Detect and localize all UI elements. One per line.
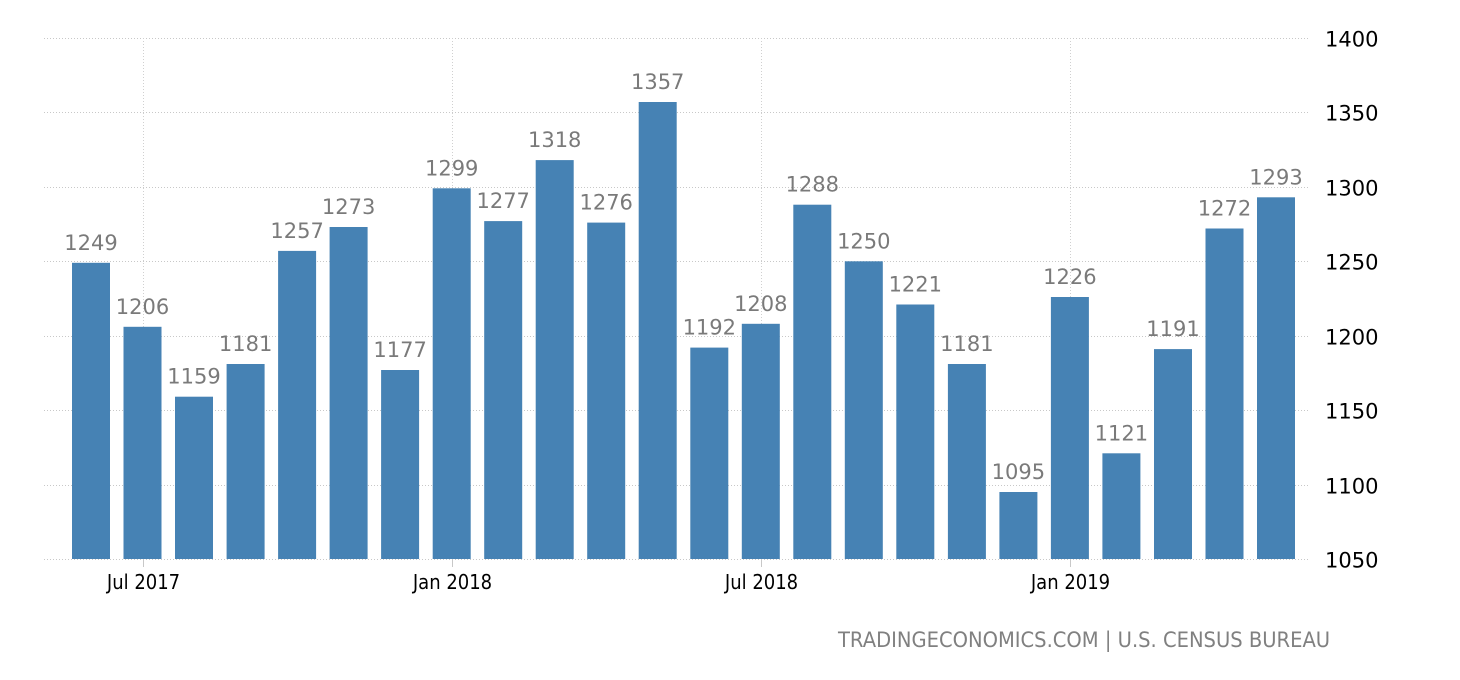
y-tick-label: 1100 [1325, 475, 1378, 499]
bar-value-label: 1177 [373, 338, 426, 362]
bar-value-label: 1226 [1043, 265, 1096, 289]
bar[interactable] [638, 102, 677, 559]
bar-value-label: 1121 [1095, 421, 1148, 445]
y-tick-label: 1150 [1325, 400, 1378, 424]
bar[interactable] [226, 364, 265, 559]
bar[interactable] [535, 160, 574, 559]
bar[interactable] [741, 323, 780, 559]
bar-value-label: 1095 [992, 460, 1045, 484]
bar[interactable] [278, 250, 317, 559]
bar-value-label: 1181 [219, 332, 272, 356]
bar[interactable] [1257, 197, 1295, 560]
bar[interactable] [381, 370, 420, 559]
bar[interactable] [329, 227, 368, 559]
bar-value-label: 1357 [631, 70, 684, 94]
bar-value-label: 1206 [116, 295, 169, 319]
x-axis: Jul 2017 Jan 2018 Jul 2018 Jan 2019 [106, 559, 1110, 594]
bar-value-label: 1272 [1198, 197, 1251, 221]
bar[interactable] [690, 347, 729, 559]
bar-value-label: 1221 [889, 273, 942, 297]
x-tick-label: Jan 2018 [412, 570, 492, 594]
bar-value-label: 1250 [837, 229, 890, 253]
bar[interactable] [1102, 453, 1141, 559]
bar[interactable] [896, 304, 935, 560]
bar-value-label: 1192 [683, 316, 736, 340]
bar-value-label: 1299 [425, 156, 478, 180]
bar-value-label: 1276 [579, 191, 632, 215]
y-tick-label: 1350 [1325, 102, 1378, 126]
y-tick-label: 1050 [1325, 549, 1378, 573]
y-tick-label: 1200 [1325, 326, 1378, 350]
bar[interactable] [123, 326, 162, 559]
bar-value-label: 1249 [64, 231, 117, 255]
bar[interactable] [947, 364, 986, 559]
y-tick-label: 1300 [1325, 177, 1378, 201]
bar[interactable] [1154, 349, 1192, 559]
bar-value-label: 1208 [734, 292, 787, 316]
bar-value-label: 1257 [270, 219, 323, 243]
bar-value-label: 1273 [322, 195, 375, 219]
bar-value-label: 1293 [1249, 165, 1302, 189]
bar[interactable] [844, 261, 883, 559]
bar-value-label: 1288 [786, 173, 839, 197]
bar-value-label: 1159 [167, 365, 220, 389]
bar-value-label: 1277 [476, 189, 529, 213]
bar-value-label: 1318 [528, 128, 581, 152]
bar[interactable] [1050, 297, 1089, 559]
bars [72, 102, 1295, 560]
x-tick-label: Jul 2017 [106, 570, 180, 594]
x-tick-label: Jan 2019 [1030, 570, 1110, 594]
x-tick-label: Jul 2018 [724, 570, 798, 594]
bar[interactable] [72, 262, 110, 559]
y-tick-label: 1400 [1325, 28, 1378, 52]
source-credit: TRADINGECONOMICS.COM | U.S. CENSUS BUREA… [838, 628, 1331, 652]
y-tick-label: 1250 [1325, 251, 1378, 275]
bar-value-label: 1181 [940, 332, 993, 356]
bar[interactable] [793, 204, 832, 559]
bar[interactable] [432, 188, 471, 560]
bar[interactable] [587, 222, 626, 559]
bar[interactable] [484, 221, 523, 559]
bar[interactable] [1205, 228, 1244, 560]
y-axis: 1050 1100 1150 1200 1250 1300 1350 1400 [1325, 28, 1378, 573]
bar[interactable] [175, 396, 213, 559]
bar-value-label: 1191 [1146, 317, 1199, 341]
bar[interactable] [999, 492, 1038, 559]
